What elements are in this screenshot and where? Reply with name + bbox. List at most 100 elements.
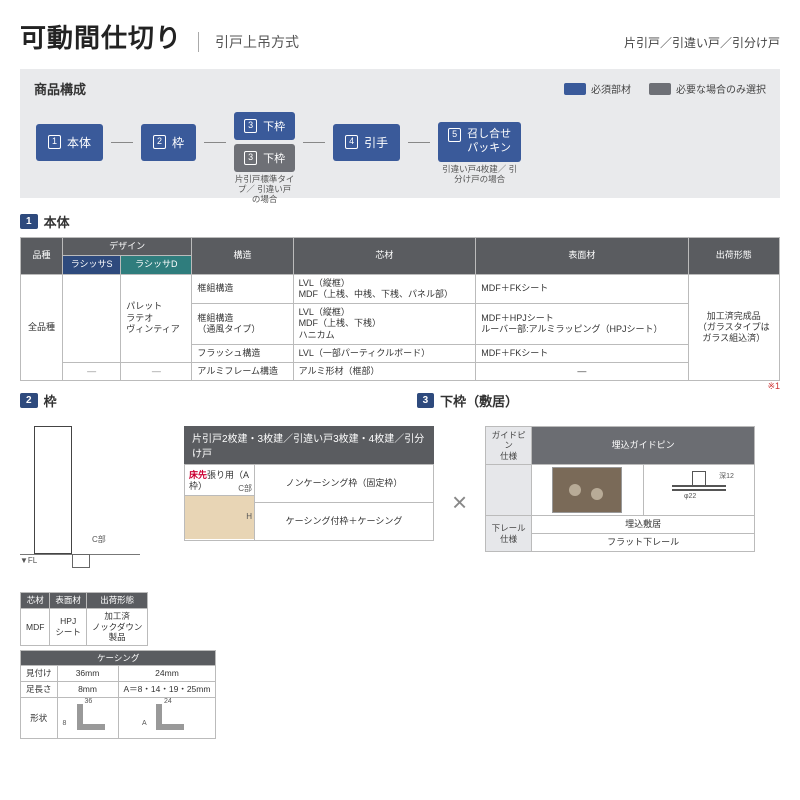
rail-block: ガイドピン 仕様 埋込ガイドピン φ22 深12 下レール 仕様 埋込敷居 bbox=[485, 426, 755, 552]
mat-h3: 出荷形態 bbox=[86, 593, 148, 609]
node-num-3a: 3 bbox=[244, 119, 257, 133]
node-num-3b: 3 bbox=[244, 151, 257, 165]
th-surface: 表面材 bbox=[476, 238, 688, 275]
legend-optional: 必要な場合のみ選択 bbox=[649, 81, 766, 96]
rail-r1-spacer bbox=[486, 464, 532, 515]
td-des-d: パレット ラテオ ヴィンティア bbox=[121, 274, 192, 363]
section-3-note: ※1 bbox=[767, 381, 780, 392]
td-ship: 加工済完成品 （ガラスタイプは ガラス組込済） bbox=[688, 274, 779, 381]
rail-r1-label: ガイドピン 仕様 bbox=[486, 427, 532, 465]
mid-diagrams: ▼FL C部 片引戸2枚建・3枚建／引違い戸3枚建・4枚建／引分け戸 床先張り用… bbox=[20, 426, 780, 578]
node-frame: 2 枠 bbox=[141, 124, 196, 161]
composition-label: 商品構成 bbox=[34, 79, 86, 98]
pin-diagram: φ22 深12 bbox=[664, 467, 734, 513]
th-des-s: ラシッサS bbox=[62, 256, 120, 274]
td-struct-2: フラッシュ構造 bbox=[192, 344, 293, 362]
guidepin-image bbox=[552, 467, 622, 513]
foot-block bbox=[72, 554, 90, 568]
td-surface-0: MDF＋FKシート bbox=[476, 274, 688, 304]
td-surface-2: MDF＋FKシート bbox=[476, 344, 688, 362]
door-variants: 片引戸／引違い戸／引分け戸 bbox=[624, 34, 780, 51]
th-kind: 品種 bbox=[21, 238, 63, 275]
flow-row: 1 本体 2 枠 3 下枠 3 下枠 片引戸標準タイプ／ 引違い戸の場合 4 引… bbox=[34, 108, 766, 176]
td-core-1: LVL（縦框） MDF（上桟、下桟） ハニカム bbox=[293, 304, 476, 345]
section-3-num: 3 bbox=[417, 393, 435, 408]
node-body: 1 本体 bbox=[36, 124, 103, 161]
rail-r2b: フラット下レール bbox=[532, 534, 755, 552]
td-surface-3: — bbox=[476, 363, 688, 381]
page-title: 可動間仕切り bbox=[20, 18, 182, 55]
cas-r1a: 36mm bbox=[57, 666, 118, 682]
legend: 必須部材 必要な場合のみ選択 bbox=[564, 81, 766, 96]
node-sill-b-label: 下枠 bbox=[263, 150, 285, 166]
connector bbox=[204, 142, 226, 143]
frame-opt-2: ケーシング付枠＋ケーシング bbox=[255, 503, 434, 541]
node-packing-label: 召し合せパッキン bbox=[467, 128, 511, 156]
node-num-1: 1 bbox=[48, 135, 61, 149]
rail-col1: 埋込ガイドピン bbox=[532, 427, 755, 465]
rail-r2-label: 下レール 仕様 bbox=[486, 515, 532, 552]
cas-r2b: A＝8・14・19・25mm bbox=[118, 682, 216, 698]
th-core: 芯材 bbox=[293, 238, 476, 275]
mat-h2: 表面材 bbox=[50, 593, 87, 609]
th-ship: 出荷形態 bbox=[688, 238, 779, 275]
td-surface-1: MDF＋HPJシート ルーバー部:アルミラッピング（HPJシート） bbox=[476, 304, 688, 345]
node-sill-caption: 片引戸標準タイプ／ 引違い戸の場合 bbox=[234, 174, 295, 205]
casing-title: ケーシング bbox=[21, 650, 216, 666]
td-struct-1: 框組構造 （通風タイプ） bbox=[192, 304, 293, 345]
node-packing-group: 5 召し合せパッキン 引違い戸4枚建／ 引分け戸の場合 bbox=[438, 122, 521, 162]
cas-shape-2: 24 A bbox=[118, 697, 216, 739]
th-design: デザイン bbox=[62, 238, 191, 256]
mat-h1: 芯材 bbox=[21, 593, 50, 609]
node-packing: 5 召し合せパッキン bbox=[438, 122, 521, 162]
door-panel bbox=[34, 426, 72, 554]
section-1-num: 1 bbox=[20, 214, 38, 229]
section-2-head: 2 枠 bbox=[20, 391, 57, 410]
td-core-0: LVL（縦框） MDF（上桟、中桟、下桟、パネル部） bbox=[293, 274, 476, 304]
guidepin-drawing: φ22 深12 bbox=[643, 464, 755, 515]
material-block: 芯材 表面材 出荷形態 MDF HPJ シート 加工済 ノックダウン 製品 ケー… bbox=[20, 592, 216, 739]
c-label: C部 bbox=[92, 534, 106, 545]
node-num-4: 4 bbox=[345, 135, 358, 149]
legend-required: 必須部材 bbox=[564, 81, 631, 96]
node-sill-b: 3 下枠 bbox=[234, 144, 295, 172]
section-2-num: 2 bbox=[20, 393, 38, 408]
node-sill-group: 3 下枠 3 下枠 片引戸標準タイプ／ 引違い戸の場合 bbox=[234, 112, 295, 172]
casing-table: ケーシング 見付け 36mm 24mm 足長さ 8mm A＝8・14・19・25… bbox=[20, 650, 216, 740]
td-struct-3: アルミフレーム構造 bbox=[192, 363, 293, 381]
cas-r1: 見付け bbox=[21, 666, 58, 682]
legend-required-label: 必須部材 bbox=[591, 81, 631, 96]
cas-r1b: 24mm bbox=[118, 666, 216, 682]
body-spec-table: 品種 デザイン 構造 芯材 表面材 出荷形態 ラシッサS ラシッサD 全品種 パ… bbox=[20, 237, 780, 381]
cas-r3: 形状 bbox=[21, 697, 58, 739]
guidepin-photo bbox=[532, 464, 644, 515]
page-subtitle: 引戸上吊方式 bbox=[198, 32, 299, 52]
door-diagram: ▼FL C部 bbox=[20, 426, 170, 578]
node-body-label: 本体 bbox=[67, 134, 91, 151]
multiply-icon: × bbox=[448, 487, 471, 518]
td-core-3: アルミ形材（框部） bbox=[293, 363, 476, 381]
door-drawing: ▼FL C部 bbox=[20, 426, 110, 574]
cas-r2: 足長さ bbox=[21, 682, 58, 698]
td-des-s-dash: — bbox=[62, 363, 120, 381]
composition-panel: 商品構成 必須部材 必要な場合のみ選択 1 本体 2 枠 3 下枠 bbox=[20, 69, 780, 198]
th-des-d: ラシッサD bbox=[121, 256, 192, 274]
frame-group-title: 片引戸2枚建・3枚建／引違い戸3枚建・4枚建／引分け戸 bbox=[184, 426, 434, 464]
material-table: 芯材 表面材 出荷形態 MDF HPJ シート 加工済 ノックダウン 製品 bbox=[20, 592, 148, 646]
node-sill-a-label: 下枠 bbox=[263, 118, 285, 134]
th-struct: 構造 bbox=[192, 238, 293, 275]
rail-table: ガイドピン 仕様 埋込ガイドピン φ22 深12 下レール 仕様 埋込敷居 bbox=[485, 426, 755, 552]
section-1-head: 1 本体 bbox=[20, 212, 780, 231]
mat-c1: MDF bbox=[21, 608, 50, 645]
frame-rowhead: 床先張り用（A枠） C部 H bbox=[185, 465, 255, 541]
td-des-d-dash: — bbox=[121, 363, 192, 381]
td-struct-0: 框組構造 bbox=[192, 274, 293, 304]
section-2-3-row: 2 枠 3 下枠（敷居） ※1 bbox=[20, 381, 780, 416]
td-des-s-empty bbox=[62, 274, 120, 363]
connector bbox=[303, 142, 325, 143]
composition-head: 商品構成 必須部材 必要な場合のみ選択 bbox=[34, 79, 766, 98]
swatch-required bbox=[564, 83, 586, 95]
node-num-2: 2 bbox=[153, 135, 166, 149]
section-3-head: 3 下枠（敷居） bbox=[417, 391, 519, 410]
section-3-title: 下枠（敷居） bbox=[440, 391, 518, 410]
